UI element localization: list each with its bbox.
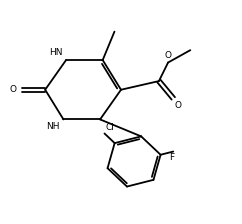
Text: NH: NH — [46, 122, 60, 131]
Text: O: O — [10, 85, 17, 94]
Text: HN: HN — [49, 48, 62, 57]
Text: O: O — [164, 51, 171, 60]
Text: O: O — [175, 101, 182, 110]
Text: F: F — [169, 153, 174, 162]
Text: Cl: Cl — [106, 123, 115, 132]
